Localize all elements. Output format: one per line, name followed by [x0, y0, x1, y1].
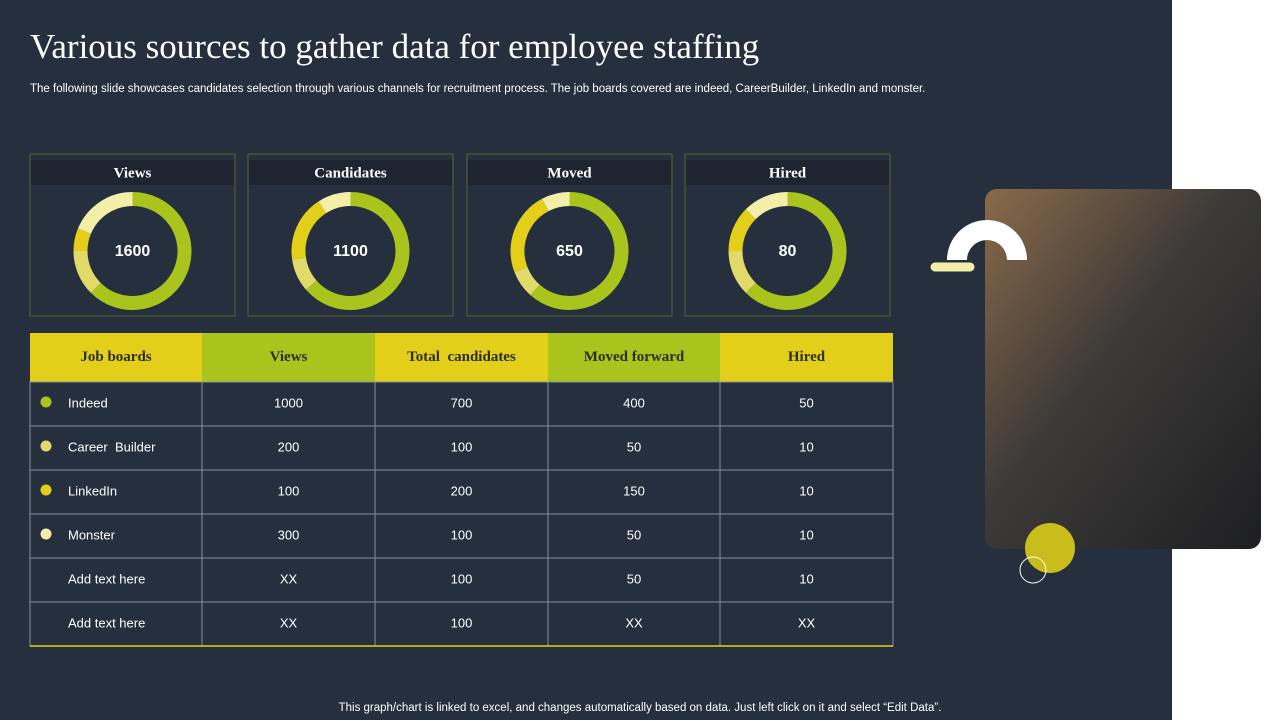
table-cell-text: 300	[278, 527, 300, 542]
table-cell-text: Add text here	[68, 571, 145, 586]
table-cell-text: LinkedIn	[68, 483, 117, 498]
donut-segment	[318, 192, 351, 214]
table-header: Views	[270, 349, 308, 365]
card-value: 80	[779, 243, 797, 260]
donut-segment	[291, 201, 327, 260]
table-cell-text: XX	[280, 571, 298, 586]
donut-segment	[292, 257, 317, 290]
table-cell-text: 10	[799, 439, 813, 454]
donut-segment	[514, 266, 540, 296]
table-cell-text: 100	[451, 571, 473, 586]
card-value: 1600	[115, 243, 151, 260]
decor-ring	[1019, 556, 1047, 584]
table-cell-text: 10	[799, 527, 813, 542]
table-header: Moved forward	[584, 349, 685, 365]
table-cell-text: 100	[278, 483, 300, 498]
card-header	[686, 160, 889, 185]
table-cell-text: Career Builder	[68, 439, 156, 454]
table-cell-text: XX	[798, 615, 816, 630]
table-cell-text: 100	[451, 527, 473, 542]
table-header: Hired	[788, 349, 826, 365]
table-header-cell	[30, 333, 202, 382]
table-cell-text: 10	[799, 571, 813, 586]
donut-segment	[77, 192, 133, 235]
table-cell-text: 50	[627, 571, 641, 586]
donut-segment	[90, 192, 192, 310]
donut-segment	[73, 250, 101, 293]
table-cell-text: 700	[451, 395, 473, 410]
donut-segment	[745, 192, 847, 310]
donut-segment	[73, 228, 92, 252]
card-label: Moved	[547, 165, 592, 181]
table-header-cell	[375, 333, 548, 382]
card-label: Candidates	[314, 165, 387, 181]
donut-segment	[728, 209, 756, 252]
donut-segment	[510, 198, 549, 272]
table-cell-text: XX	[625, 615, 643, 630]
table-cell-text: 10	[799, 483, 813, 498]
table-cell-text: 200	[278, 439, 300, 454]
table-cell-text: 1000	[274, 395, 303, 410]
card-header	[31, 160, 234, 185]
table-cell-text: 50	[627, 439, 641, 454]
legend-dot	[40, 528, 52, 540]
photo	[985, 189, 1261, 549]
legend-dot	[40, 396, 52, 408]
legend-dot	[40, 440, 52, 452]
table-cell-text: Monster	[68, 527, 116, 542]
donut-segment	[530, 192, 629, 310]
table-header-cell	[548, 333, 720, 382]
legend-dot	[40, 484, 52, 496]
table-cell-text: 100	[451, 615, 473, 630]
table-cell-text: XX	[280, 615, 298, 630]
card-label: Hired	[769, 165, 807, 181]
card-header	[249, 160, 452, 185]
table-cell-text: 200	[451, 483, 473, 498]
table-cell-text: 400	[623, 395, 645, 410]
donut-segment	[542, 192, 570, 212]
title: Various sources to gather data for emplo…	[30, 27, 759, 66]
donut-segment	[305, 192, 410, 310]
donut-segment	[745, 192, 788, 220]
card-header	[468, 160, 671, 185]
table-header-cell	[720, 333, 893, 382]
table-cell-text: Indeed	[68, 395, 108, 410]
decor-pill	[929, 261, 976, 273]
table-cell-text: 50	[799, 395, 813, 410]
table-cell-text: 100	[451, 439, 473, 454]
card-value: 1100	[333, 243, 368, 260]
decor-arc	[947, 220, 1027, 260]
subtitle: The following slide showcases candidates…	[30, 83, 925, 95]
table-header: Total candidates	[407, 349, 516, 365]
footer-note: This graph/chart is linked to excel, and…	[339, 702, 942, 714]
table-cell-text: Add text here	[68, 615, 145, 630]
decor-circle	[1025, 523, 1075, 573]
card-label: Views	[114, 165, 152, 181]
table-cell-text: 150	[623, 483, 645, 498]
table-header-cell	[202, 333, 375, 382]
card-value: 650	[556, 243, 583, 260]
table-header: Job boards	[80, 349, 151, 365]
donut-segment	[728, 250, 756, 293]
table-cell-text: 50	[627, 527, 641, 542]
